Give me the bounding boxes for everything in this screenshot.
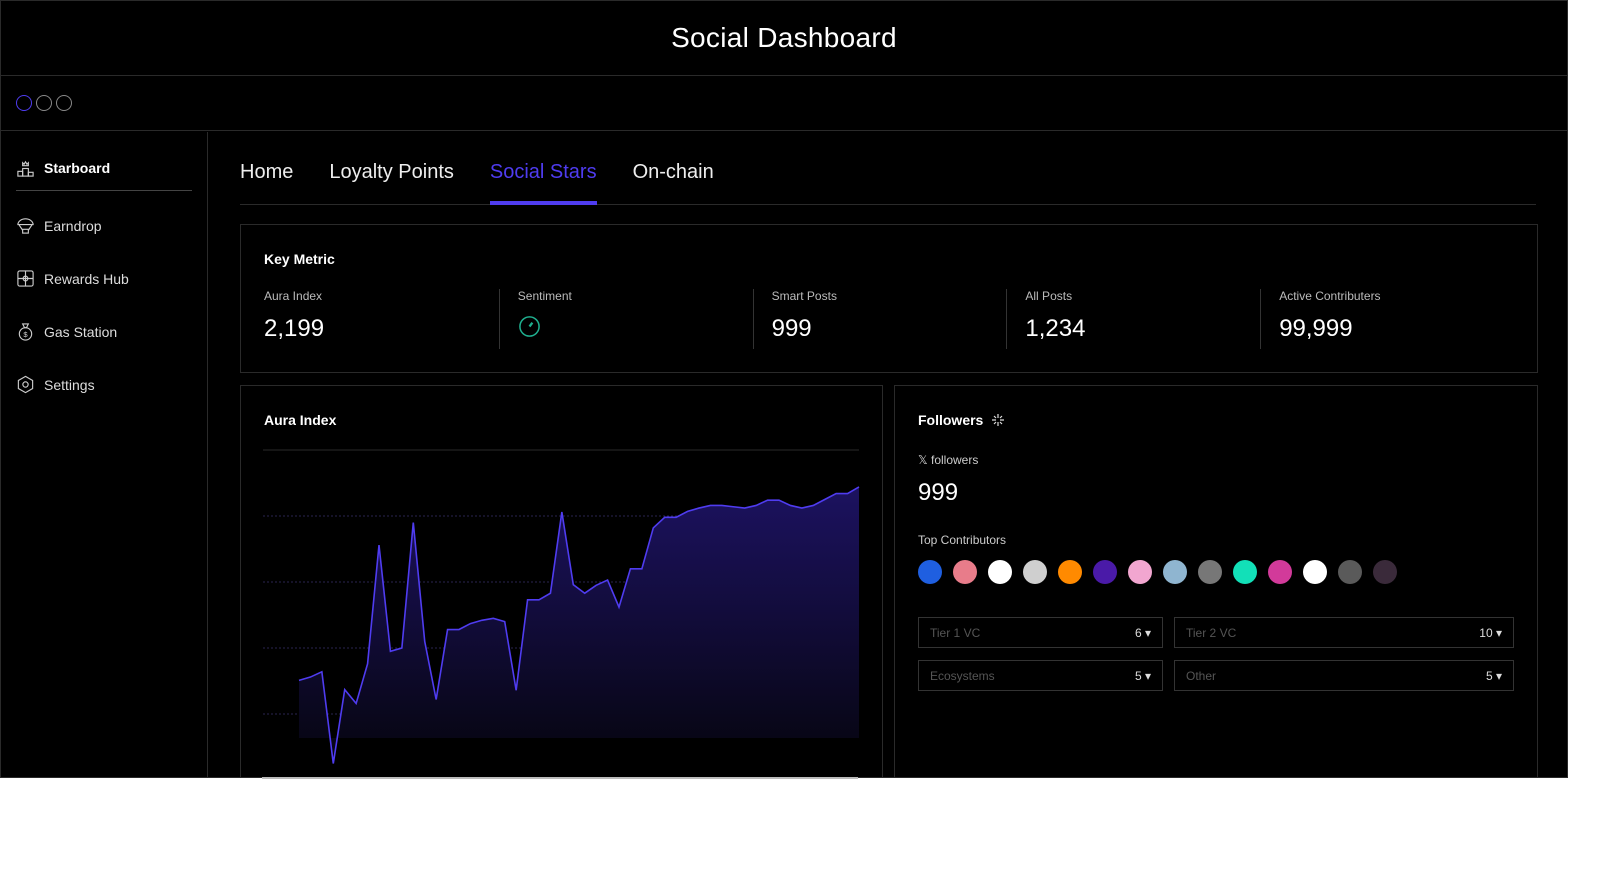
top-contributors-list [918,560,1397,584]
sparkle-icon [992,414,1005,426]
sidebar-item-settings[interactable]: Settings [16,358,192,411]
tab-bar: Home Loyalty Points Social Stars On-chai… [240,132,1536,205]
contributor-avatar[interactable] [1373,560,1397,584]
contributor-avatar[interactable] [1058,560,1082,584]
metric-value: 999 [771,315,812,342]
tab-social-stars[interactable]: Social Stars [489,161,597,205]
aura-area [299,486,859,764]
sidebar-item-label: Earndrop [44,217,102,234]
gift-icon [17,270,34,287]
main-content: Home Loyalty Points Social Stars On-chai… [240,132,1538,777]
sidebar-item-label: Settings [44,376,95,393]
sidebar-item-gas-station[interactable]: $ Gas Station [16,305,192,358]
select-placeholder: Tier 2 VC [1186,625,1237,640]
caret-down-icon: ▾ [1495,625,1502,640]
metric-sentiment: Sentiment [498,289,753,349]
caret-down-icon: ▾ [1144,625,1151,640]
contributor-avatar[interactable] [1338,560,1362,584]
gauge-icon [518,316,540,337]
contributor-avatar[interactable] [1163,560,1187,584]
contributor-avatar[interactable] [1303,560,1327,584]
sidebar-item-rewards-hub[interactable]: Rewards Hub [16,252,192,305]
caret-down-icon: ▾ [1495,668,1502,683]
key-metric-card: Key Metric Aura Index 2,199 Sentiment Sma… [240,224,1538,373]
select-value: 5 [1485,668,1493,683]
contributor-avatar[interactable] [1128,560,1152,584]
contributor-avatar[interactable] [1268,560,1292,584]
sidebar-item-earndrop[interactable]: Earndrop [16,199,192,252]
tier1-vc-select[interactable]: Tier 1 VC 6 ▾ [918,617,1163,648]
indicator-dot[interactable] [16,95,32,111]
tab-loyalty-points[interactable]: Loyalty Points [329,161,454,183]
contributor-avatar[interactable] [1198,560,1222,584]
sidebar-item-label: Rewards Hub [44,270,129,287]
settings-hexagon-icon [17,375,34,394]
other-select[interactable]: Other 5 ▾ [1174,660,1514,691]
sidebar-item-starboard[interactable]: Starboard [16,146,192,191]
tab-home[interactable]: Home [240,161,294,183]
svg-text:$: $ [23,330,28,339]
metric-value: 1,234 [1025,315,1086,342]
metric-label: Active Contributers [1279,289,1381,303]
aura-line [298,486,860,764]
sidebar: Starboard Earndrop Rewards Hub $ Gas Sta… [1,132,208,777]
select-placeholder: Other [1186,668,1217,683]
tier2-vc-select[interactable]: Tier 2 VC 10 ▾ [1174,617,1514,648]
contributor-avatar[interactable] [1233,560,1257,584]
contributor-avatar[interactable] [1023,560,1047,584]
metric-label: Aura Index [264,289,323,303]
select-placeholder: Ecosystems [930,668,995,683]
indicator-dot[interactable] [36,95,52,111]
money-bag-icon: $ [18,323,33,341]
followers-card: Followers 𝕏 followers 999 Top Contributo… [894,385,1538,777]
sidebar-item-label: Gas Station [44,323,118,340]
contributor-avatar[interactable] [918,560,942,584]
metric-value: 99,999 [1279,315,1353,342]
aura-index-title: Aura Index [264,412,337,428]
page-indicator [1,76,1567,131]
aura-index-card: Aura Index [240,385,883,777]
followers-header: Followers [918,412,1005,428]
metric-smart-posts: Smart Posts 999 [752,289,1007,349]
metric-label: All Posts [1025,289,1073,303]
page-title: Social Dashboard [1,1,1567,76]
ecosystems-select[interactable]: Ecosystems 5 ▾ [918,660,1163,691]
caret-down-icon: ▾ [1144,668,1151,683]
metric-label: Sentiment [517,289,572,303]
metric-aura-index: Aura Index 2,199 [264,289,499,349]
contributor-avatar[interactable] [1093,560,1117,584]
podium-icon [17,160,34,177]
sidebar-item-label: Starboard [44,160,111,176]
select-value: 5 [1134,668,1142,683]
metric-all-posts: All Posts 1,234 [1006,289,1260,349]
followers-title: Followers [918,412,984,428]
contributor-avatar[interactable] [988,560,1012,584]
x-followers-value: 999 [918,479,959,506]
x-followers-label: 𝕏 followers [918,453,979,467]
tab-on-chain[interactable]: On-chain [632,161,714,183]
chart-baseline [262,777,858,779]
contributor-avatar[interactable] [953,560,977,584]
key-metric-title: Key Metric [264,251,335,267]
app-window: Social Dashboard Starboard Earndrop Rewa… [0,0,1568,778]
top-contributors-label: Top Contributors [918,533,1007,547]
select-value: 6 [1134,625,1142,640]
aura-index-chart [263,449,860,764]
select-placeholder: Tier 1 VC [930,625,981,640]
select-value: 10 [1479,625,1493,640]
indicator-dot[interactable] [56,95,72,111]
metric-active-contributers: Active Contributers 99,999 [1260,289,1514,349]
metric-label: Smart Posts [771,289,837,303]
parachute-icon [17,218,34,234]
metric-value: 2,199 [264,315,325,342]
